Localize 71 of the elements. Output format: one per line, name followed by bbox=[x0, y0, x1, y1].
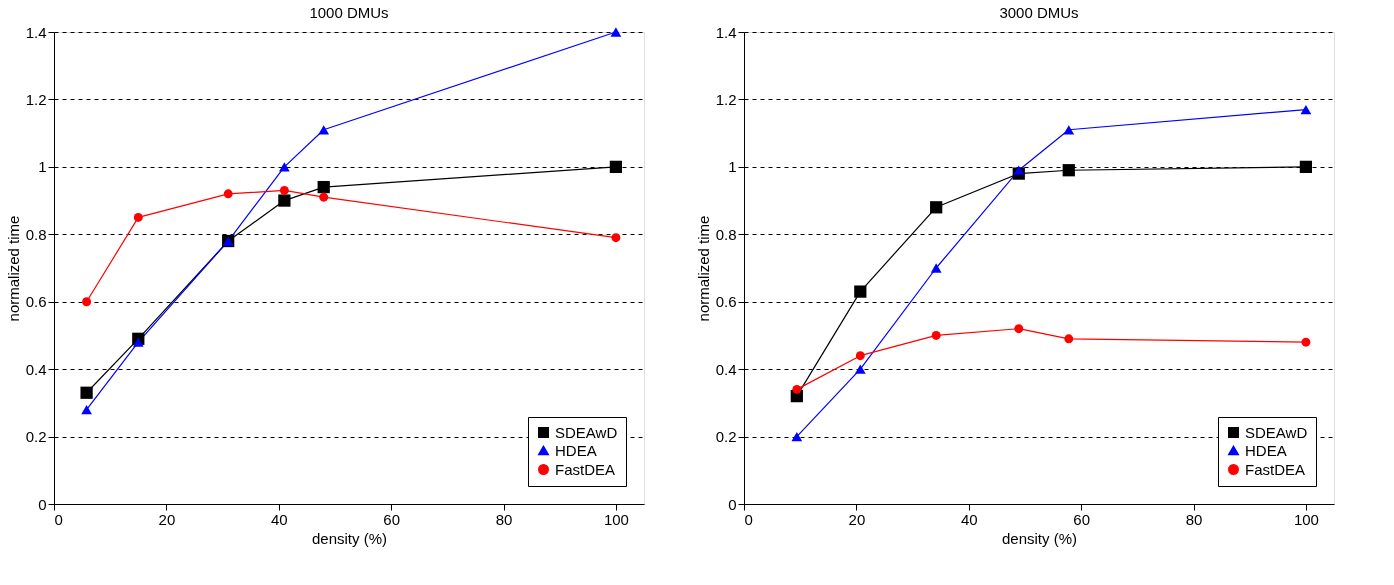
point bbox=[223, 189, 233, 199]
x-tick-label: 100 bbox=[1293, 510, 1319, 528]
chart-title: 1000 DMUs bbox=[309, 4, 389, 21]
legend-label: HDEA bbox=[555, 441, 597, 459]
y-tick-label: 0.2 bbox=[25, 428, 47, 446]
x-tick-label: 80 bbox=[495, 510, 513, 528]
x-tick-label: 100 bbox=[603, 510, 629, 528]
point bbox=[1300, 104, 1312, 115]
point bbox=[1063, 125, 1075, 135]
point bbox=[792, 384, 802, 394]
chart-title: 3000 DMUs bbox=[999, 4, 1079, 21]
point bbox=[1299, 160, 1313, 173]
y-tick-label: 0.4 bbox=[25, 360, 47, 378]
x-tick-label: 20 bbox=[848, 510, 866, 528]
x-tick-label: 60 bbox=[1073, 510, 1090, 528]
x-tick-label: 0 bbox=[744, 510, 753, 528]
point bbox=[1301, 337, 1311, 347]
point bbox=[132, 337, 144, 347]
y-tick-label: 0.6 bbox=[25, 293, 47, 311]
y-tick-label: 1.2 bbox=[715, 90, 737, 108]
point bbox=[133, 212, 143, 222]
point bbox=[609, 160, 623, 173]
point bbox=[854, 364, 866, 374]
point bbox=[81, 404, 92, 415]
x-tick-label: 0 bbox=[54, 510, 63, 528]
point bbox=[610, 27, 622, 37]
x-axis-title: density (%) bbox=[311, 529, 388, 547]
y-tick-label: 1.4 bbox=[715, 23, 737, 41]
point bbox=[318, 125, 330, 135]
y-tick-label: 0.8 bbox=[25, 225, 47, 243]
x-tick-label: 60 bbox=[383, 510, 400, 528]
y-tick-label: 0.4 bbox=[715, 360, 737, 378]
y-tick-label: 0.2 bbox=[715, 428, 737, 446]
point bbox=[854, 285, 867, 298]
y-axis-title: normalized time bbox=[4, 215, 22, 322]
point bbox=[791, 431, 803, 442]
x-axis-title: density (%) bbox=[1001, 529, 1078, 547]
x-tick-label: 40 bbox=[960, 510, 978, 528]
legend-label: SDEAwD bbox=[1245, 423, 1308, 441]
x-tick-label: 80 bbox=[1185, 510, 1203, 528]
point bbox=[855, 351, 865, 361]
x-tick-label: 40 bbox=[270, 510, 288, 528]
point bbox=[319, 192, 329, 202]
legend-label: FastDEA bbox=[1245, 460, 1306, 478]
legend-label: HDEA bbox=[1245, 441, 1287, 459]
point bbox=[1013, 165, 1025, 175]
point bbox=[279, 162, 290, 172]
point bbox=[317, 180, 330, 194]
point bbox=[82, 297, 92, 307]
y-axis-title: normalized time bbox=[694, 215, 712, 322]
y-tick-label: 0.6 bbox=[715, 293, 737, 311]
point bbox=[80, 386, 93, 399]
point bbox=[279, 185, 289, 195]
point bbox=[1014, 324, 1024, 334]
point bbox=[931, 330, 941, 340]
legend-label: FastDEA bbox=[555, 460, 616, 478]
y-tick-label: 1 bbox=[38, 158, 47, 176]
y-tick-label: 1.2 bbox=[25, 90, 47, 108]
y-tick-label: 1.4 bbox=[25, 23, 47, 41]
y-tick-label: 1 bbox=[728, 158, 737, 176]
point bbox=[278, 194, 291, 207]
point bbox=[1062, 164, 1075, 177]
y-tick-label: 0 bbox=[38, 495, 47, 513]
point bbox=[611, 233, 621, 243]
legend-label: SDEAwD bbox=[555, 423, 618, 441]
y-tick-label: 0.8 bbox=[715, 225, 737, 243]
point bbox=[930, 201, 943, 214]
point bbox=[1064, 334, 1074, 344]
y-tick-label: 0 bbox=[728, 495, 737, 513]
point bbox=[930, 263, 942, 273]
x-tick-label: 20 bbox=[158, 510, 176, 528]
